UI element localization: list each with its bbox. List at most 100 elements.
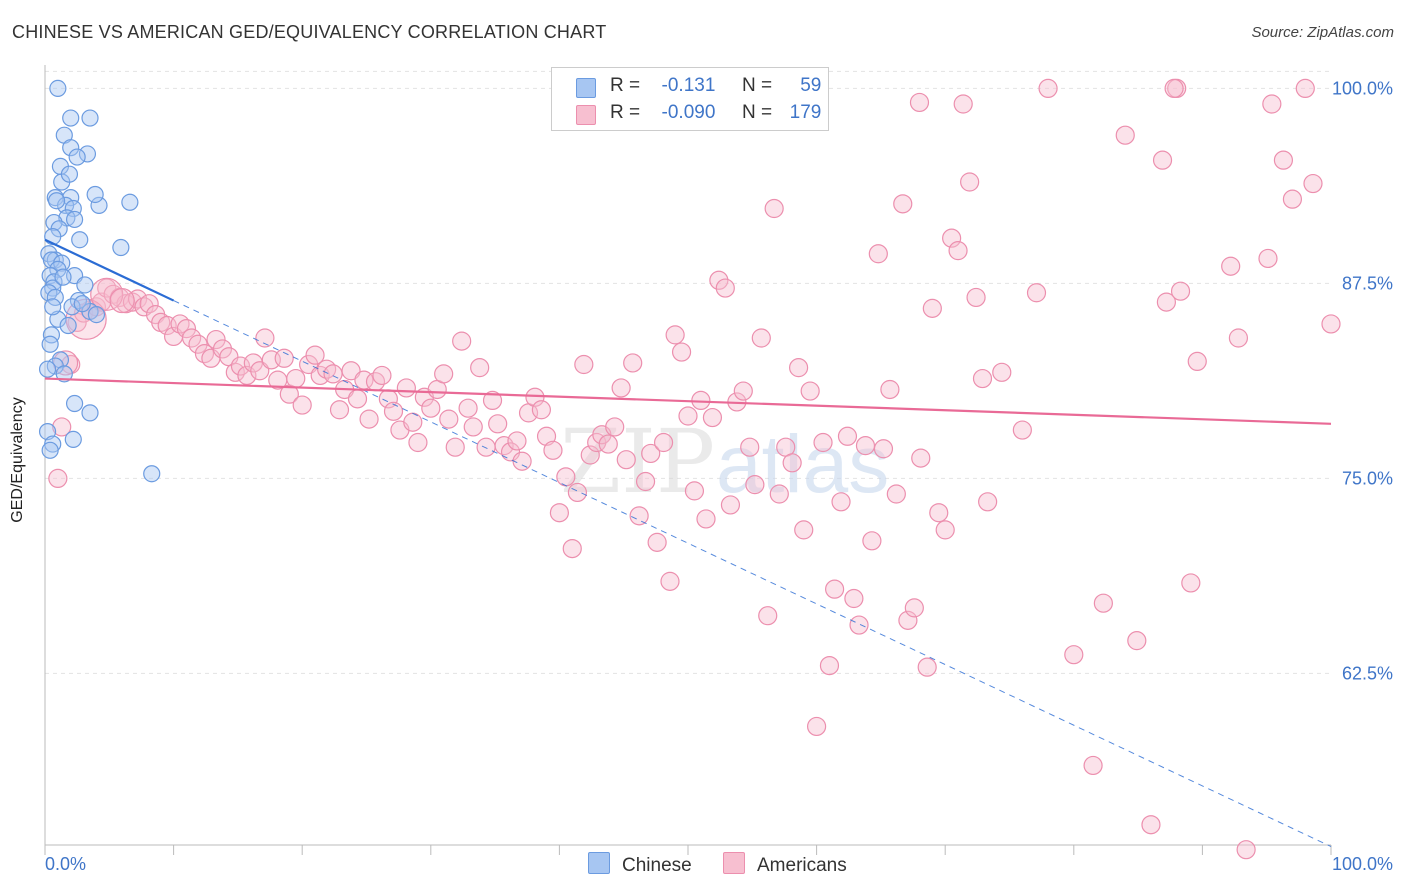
- american-point: [1026, 283, 1047, 303]
- american-point: [898, 610, 918, 630]
- american-point: [543, 440, 563, 460]
- american-point: [1282, 189, 1303, 209]
- americans-legend-label: Americans: [757, 855, 847, 876]
- american-point: [274, 348, 294, 368]
- american-point: [929, 503, 949, 523]
- american-point: [948, 241, 968, 261]
- americans-r-value: -0.090: [661, 102, 716, 123]
- chinese-point: [54, 268, 72, 286]
- chinese-point: [47, 192, 66, 210]
- n-label: N =: [741, 75, 773, 96]
- american-point: [733, 381, 753, 401]
- american-point: [837, 426, 858, 446]
- american-point: [868, 244, 888, 264]
- american-point: [574, 354, 594, 375]
- american-point: [880, 379, 900, 400]
- american-point: [452, 331, 472, 351]
- legend-item-chinese: Chinese: [588, 852, 692, 877]
- american-point: [886, 484, 906, 504]
- chinese-point: [81, 404, 99, 422]
- chinese-point: [64, 430, 82, 448]
- american-point: [972, 368, 993, 389]
- american-point: [745, 475, 765, 495]
- chinese-point: [38, 360, 57, 378]
- american-point: [862, 531, 882, 551]
- american-point: [740, 437, 760, 457]
- american-point: [512, 451, 532, 471]
- legend-chinese-text: R = -0.131 N = 59: [610, 75, 821, 97]
- chinese-point: [87, 306, 106, 324]
- chinese-point: [68, 148, 86, 166]
- american-point: [935, 520, 955, 540]
- chinese-point: [76, 276, 94, 294]
- chinese-point: [62, 139, 80, 157]
- american-point: [819, 655, 840, 676]
- american-point: [709, 270, 729, 290]
- american-point: [696, 509, 716, 529]
- americans-trend-line: [44, 377, 1332, 425]
- american-point: [782, 453, 802, 473]
- american-point: [616, 450, 636, 470]
- y-tick-label: 62.5%: [1342, 663, 1393, 683]
- american-point: [1303, 173, 1323, 194]
- american-point: [1012, 420, 1032, 440]
- american-point: [1064, 645, 1084, 665]
- chinese-point: [41, 335, 59, 353]
- american-point: [139, 294, 159, 314]
- y-tick-label: 75.0%: [1342, 468, 1393, 488]
- american-cluster-point: [109, 287, 135, 314]
- chinese-points: [38, 79, 161, 483]
- american-point: [764, 198, 784, 219]
- american-point: [323, 364, 343, 384]
- american-point: [470, 358, 490, 378]
- legend-row-chinese: R = -0.131 N = 59: [552, 74, 828, 102]
- american-point: [134, 297, 154, 317]
- y-tick-label: 87.5%: [1342, 273, 1393, 293]
- american-point: [855, 436, 876, 456]
- american-point: [825, 579, 845, 599]
- chinese-point: [63, 298, 81, 316]
- american-point: [1273, 150, 1294, 170]
- trend-lines: [44, 238, 1332, 848]
- american-point: [458, 398, 478, 418]
- american-point: [598, 434, 618, 454]
- chinese-point: [59, 316, 77, 335]
- american-point: [525, 387, 545, 407]
- american-point: [978, 492, 998, 512]
- american-point: [665, 325, 685, 345]
- american-point: [341, 361, 361, 381]
- american-point: [206, 329, 226, 350]
- american-point: [421, 398, 441, 418]
- american-point: [1093, 593, 1113, 613]
- legend-item-americans: Americans: [723, 852, 847, 877]
- tick-labels: 100.0% 87.5% 75.0% 62.5% 0.0% 100.0%: [45, 78, 1393, 874]
- american-point: [1127, 631, 1147, 651]
- american-point: [909, 92, 930, 113]
- american-point: [813, 432, 833, 453]
- american-point: [562, 538, 582, 559]
- axes: [44, 65, 1332, 855]
- american-point: [580, 445, 600, 465]
- american-point: [507, 431, 527, 451]
- american-point: [960, 172, 980, 192]
- americans-n-value: 179: [789, 102, 822, 123]
- chinese-point: [55, 365, 73, 383]
- chinese-point: [73, 295, 91, 313]
- american-point: [1295, 78, 1315, 99]
- american-point: [225, 362, 245, 382]
- american-point: [383, 401, 404, 421]
- american-point: [212, 339, 233, 359]
- chinese-n-value: 59: [800, 75, 822, 96]
- american-point: [635, 471, 656, 492]
- american-point: [292, 395, 312, 415]
- y-tick-label: 100.0%: [1332, 78, 1393, 98]
- series-legend: Chinese Americans: [0, 852, 1406, 878]
- american-point: [1152, 150, 1173, 170]
- american-point: [1236, 840, 1256, 860]
- american-point: [52, 417, 72, 437]
- chinese-point: [86, 185, 104, 204]
- american-point: [305, 345, 325, 365]
- american-point: [647, 532, 667, 552]
- american-point: [188, 334, 208, 354]
